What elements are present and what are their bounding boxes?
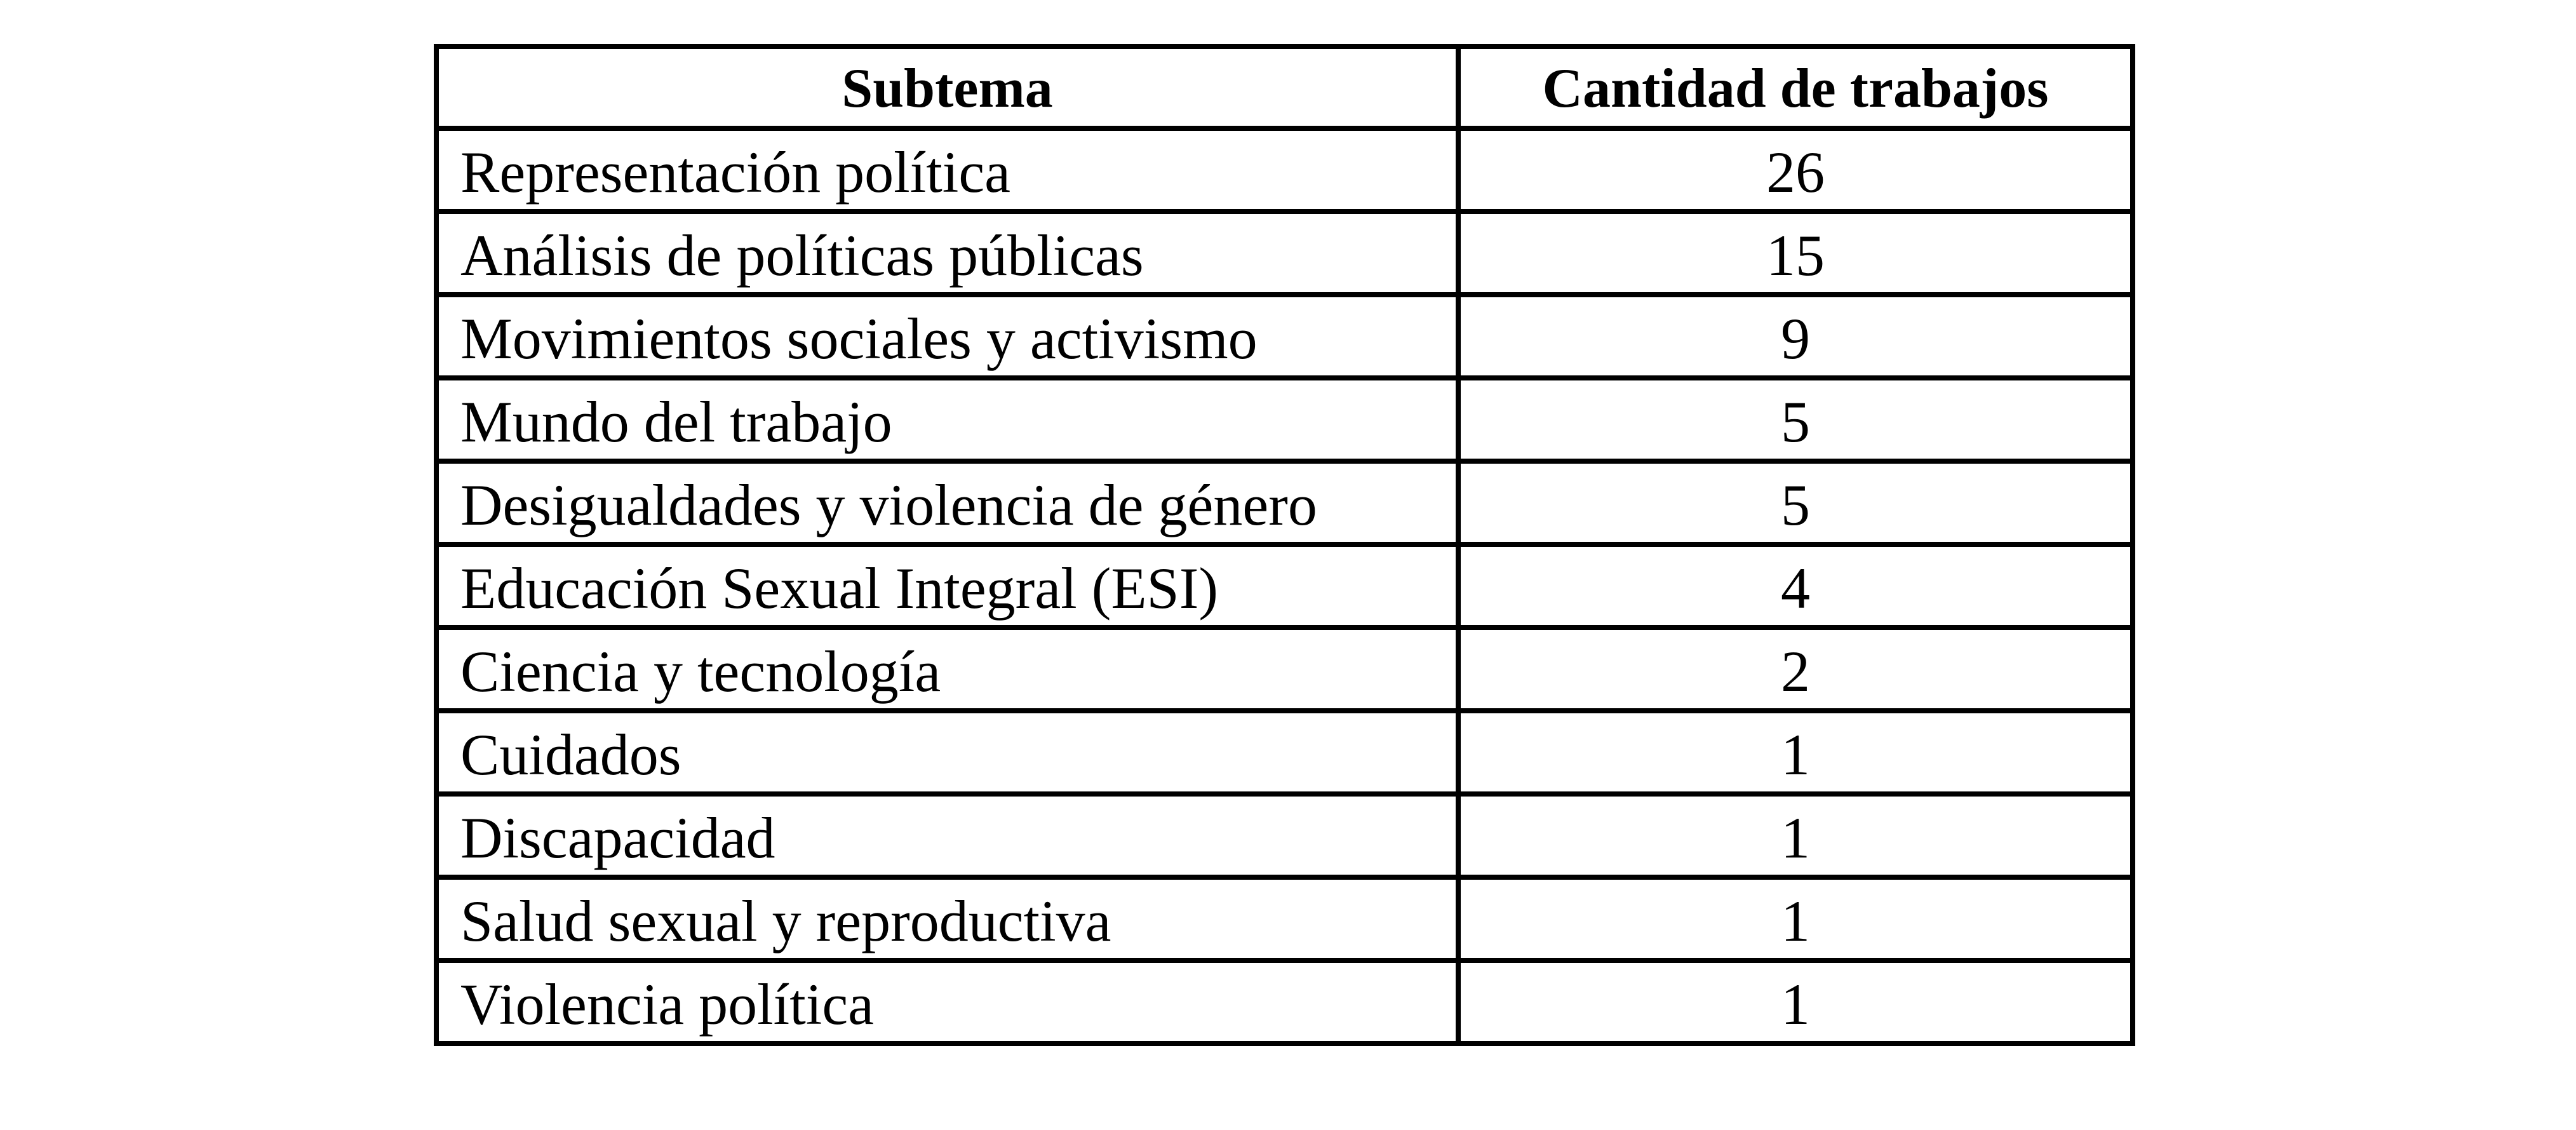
cell-cantidad: 5 <box>1456 375 2135 464</box>
cell-cantidad: 5 <box>1456 459 2135 547</box>
table-header: Subtema Cantidad de trabajos <box>434 44 2135 131</box>
table-body: Representación política 26 Análisis de p… <box>434 126 2135 1046</box>
table-row: Análisis de políticas públicas 15 <box>434 209 2135 297</box>
cell-subtema: Análisis de políticas públicas <box>434 209 1461 297</box>
cell-cantidad: 1 <box>1456 875 2135 963</box>
header-cantidad: Cantidad de trabajos <box>1456 44 2135 131</box>
cell-subtema: Mundo del trabajo <box>434 375 1461 464</box>
cell-subtema: Representación política <box>434 126 1461 214</box>
table-row: Salud sexual y reproductiva 1 <box>434 875 2135 963</box>
table-row: Cuidados 1 <box>434 708 2135 797</box>
header-subtema: Subtema <box>434 44 1461 131</box>
table-row: Discapacidad 1 <box>434 791 2135 880</box>
table-row: Mundo del trabajo 5 <box>434 375 2135 464</box>
cell-subtema: Salud sexual y reproductiva <box>434 875 1461 963</box>
table-row: Representación política 26 <box>434 126 2135 214</box>
cell-cantidad: 9 <box>1456 292 2135 380</box>
table-row: Educación Sexual Integral (ESI) 4 <box>434 542 2135 630</box>
cell-cantidad: 1 <box>1456 708 2135 797</box>
cell-subtema: Desigualdades y violencia de género <box>434 459 1461 547</box>
cell-cantidad: 4 <box>1456 542 2135 630</box>
cell-subtema: Educación Sexual Integral (ESI) <box>434 542 1461 630</box>
cell-subtema: Ciencia y tecnología <box>434 625 1461 713</box>
cell-subtema: Cuidados <box>434 708 1461 797</box>
cell-cantidad: 26 <box>1456 126 2135 214</box>
table-row: Violencia política 1 <box>434 958 2135 1046</box>
cell-subtema: Movimientos sociales y activismo <box>434 292 1461 380</box>
cell-subtema: Discapacidad <box>434 791 1461 880</box>
cell-cantidad: 1 <box>1456 958 2135 1046</box>
cell-cantidad: 15 <box>1456 209 2135 297</box>
cell-cantidad: 1 <box>1456 791 2135 880</box>
cell-subtema: Violencia política <box>434 958 1461 1046</box>
cell-cantidad: 2 <box>1456 625 2135 713</box>
table-row: Desigualdades y violencia de género 5 <box>434 459 2135 547</box>
header-row: Subtema Cantidad de trabajos <box>434 44 2135 131</box>
subtema-table: Subtema Cantidad de trabajos Representac… <box>434 44 2135 1046</box>
table-row: Ciencia y tecnología 2 <box>434 625 2135 713</box>
table-row: Movimientos sociales y activismo 9 <box>434 292 2135 380</box>
